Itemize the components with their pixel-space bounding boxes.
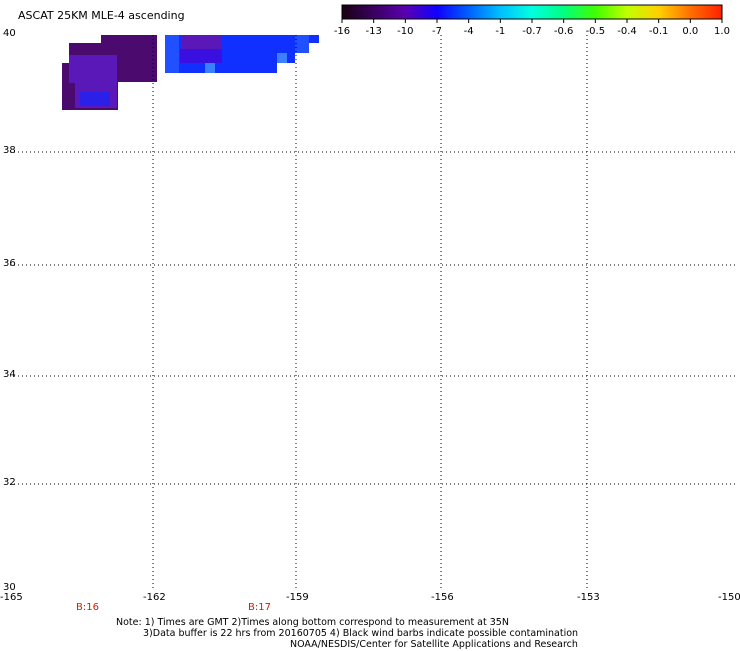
colorbar-label: -13 [365, 26, 381, 37]
data-cell [180, 49, 222, 63]
lon-label: -153 [577, 592, 600, 603]
colorbar-label: 1.0 [714, 26, 730, 37]
note-line-2: 3)Data buffer is 22 hrs from 20160705 4)… [143, 628, 579, 639]
colorbar-label: -0.4 [617, 26, 637, 37]
wind-data-cells [62, 35, 319, 110]
lat-label: 38 [3, 145, 16, 156]
data-cell [205, 63, 215, 73]
colorbar-label: -0.5 [586, 26, 606, 37]
lat-label: 36 [3, 258, 16, 269]
lat-label: 32 [3, 477, 16, 488]
colorbar-label: -7 [432, 26, 442, 37]
data-cell [277, 53, 287, 63]
colorbar: -16 -13 -10 -7 -4 -1 -0.7 -0.6 -0.5 -0.4 -0.1 0.0 1.… [334, 4, 730, 37]
note-line-1: Note: 1) Times are GMT 2)Times along bot… [116, 617, 509, 628]
colorbar-label: -10 [397, 26, 413, 37]
note-line-3: NOAA/NESDIS/Center for Satellite Applica… [290, 639, 578, 650]
data-cell [295, 35, 309, 53]
swath-time-label: B:16 [76, 602, 99, 613]
colorbar-label: -0.1 [649, 26, 669, 37]
data-cell [182, 35, 222, 49]
lon-label: -156 [431, 592, 454, 603]
lon-label: -162 [143, 592, 166, 603]
colorbar-label: -4 [464, 26, 474, 37]
data-cell [165, 35, 179, 73]
data-cell [309, 35, 319, 43]
lon-label: -159 [286, 592, 309, 603]
lat-label: 30 [3, 582, 16, 593]
colorbar-gradient [341, 4, 723, 20]
colorbar-label: -16 [334, 26, 350, 37]
lat-label: 40 [3, 28, 16, 39]
swath-time-label: B:17 [248, 602, 271, 613]
lon-label: -150 [718, 592, 740, 603]
colorbar-label: -0.7 [522, 26, 542, 37]
colorbar-label: -0.6 [554, 26, 574, 37]
chart-title: ASCAT 25KM MLE-4 ascending [18, 9, 185, 22]
colorbar-label: -1 [495, 26, 505, 37]
data-cell [80, 92, 110, 106]
lat-label: 34 [3, 369, 16, 380]
lat-lon-grid [10, 35, 735, 590]
colorbar-label: 0.0 [682, 26, 698, 37]
lon-label: -165 [0, 592, 23, 603]
